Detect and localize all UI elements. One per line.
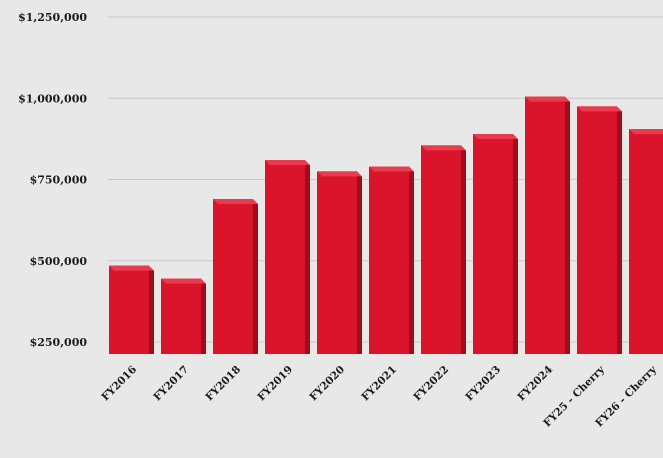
- bar: [213, 199, 253, 354]
- bar-side: [617, 108, 622, 354]
- y-axis-tick-labels: $250,000 $500,000 $750,000 $1,000,000 $1,250…: [18, 11, 87, 349]
- bar: [317, 171, 357, 354]
- bar-side: [253, 201, 258, 354]
- bar-group: [317, 171, 362, 354]
- bar-side: [305, 162, 310, 354]
- x-axis-tick-labels: FY2016 FY2017 FY2018 FY2019 FY2020 FY2021 FY20…: [99, 363, 659, 429]
- y-tick-label: $500,000: [30, 255, 88, 268]
- x-tick-label: FY2016: [99, 364, 139, 404]
- bar-group: [109, 265, 154, 354]
- bar: [629, 129, 663, 354]
- bar-side: [461, 147, 466, 354]
- bar-group: [577, 106, 622, 354]
- bar-group: [525, 96, 570, 354]
- bar: [109, 265, 149, 354]
- bar: [577, 106, 617, 354]
- bar-group: [629, 129, 663, 354]
- x-tick-label: FY2019: [255, 364, 295, 404]
- bar-top: [213, 199, 258, 204]
- y-tick-label: $1,250,000: [18, 11, 87, 24]
- bar-side: [201, 280, 206, 354]
- bar-top: [317, 171, 362, 177]
- bar: [161, 278, 201, 354]
- bar-top: [369, 166, 414, 172]
- bar-group: [421, 145, 466, 354]
- bar-top: [577, 106, 622, 112]
- bar-top: [473, 134, 518, 139]
- bar-group: [265, 160, 310, 354]
- bar-group: [473, 134, 518, 354]
- x-tick-label: FY2017: [151, 364, 191, 404]
- x-tick-label: FY2018: [203, 364, 243, 404]
- bar-top: [265, 160, 310, 165]
- bar-top: [161, 278, 206, 284]
- bar-group: [213, 199, 258, 354]
- bar: [421, 145, 461, 354]
- x-tick-label: FY2023: [463, 364, 503, 404]
- bar-side: [513, 136, 518, 354]
- bar: [525, 96, 565, 354]
- bar-side: [357, 173, 362, 354]
- y-tick-label: $1,000,000: [18, 92, 87, 105]
- x-tick-label: FY2024: [515, 364, 555, 404]
- bar-side: [565, 98, 570, 354]
- bar-group: [369, 166, 414, 354]
- bar-side: [149, 267, 154, 354]
- bar-top: [525, 96, 570, 102]
- y-tick-label: $250,000: [30, 336, 88, 349]
- x-tick-label: FY2022: [411, 364, 451, 404]
- bar-side: [409, 168, 414, 354]
- bars: [109, 96, 663, 354]
- bar-top: [421, 145, 466, 151]
- bar-top: [109, 265, 154, 271]
- y-tick-label: $750,000: [30, 174, 88, 187]
- bar-group: [161, 278, 206, 354]
- bar: [265, 160, 305, 354]
- x-tick-label: FY2021: [359, 364, 399, 404]
- bar-top: [629, 129, 663, 135]
- x-tick-label: FY2020: [307, 364, 347, 404]
- bar: [473, 134, 513, 354]
- bar: [369, 166, 409, 354]
